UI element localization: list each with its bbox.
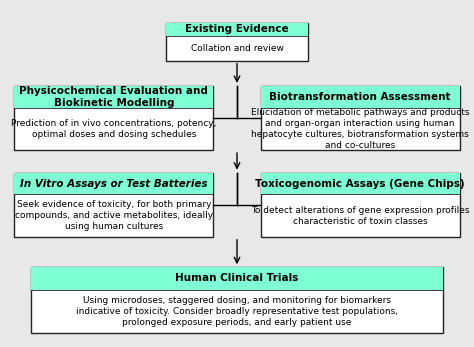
FancyBboxPatch shape xyxy=(166,23,308,35)
Text: Human Clinical Trials: Human Clinical Trials xyxy=(175,273,299,283)
Text: Biotransformation Assessment: Biotransformation Assessment xyxy=(270,92,451,102)
FancyBboxPatch shape xyxy=(261,86,460,108)
FancyBboxPatch shape xyxy=(14,173,213,237)
FancyBboxPatch shape xyxy=(261,173,460,194)
Text: In Vitro Assays or Test Batteries: In Vitro Assays or Test Batteries xyxy=(20,179,208,188)
FancyBboxPatch shape xyxy=(14,173,213,194)
Text: Collation and review: Collation and review xyxy=(191,44,283,53)
FancyBboxPatch shape xyxy=(14,86,213,150)
FancyBboxPatch shape xyxy=(261,86,460,150)
FancyBboxPatch shape xyxy=(31,267,443,290)
Text: Elucidation of metabolic pathways and products
and organ-organ interaction using: Elucidation of metabolic pathways and pr… xyxy=(251,108,469,150)
FancyBboxPatch shape xyxy=(261,173,460,237)
Text: Prediction of in vivo concentrations, potency,
optimal doses and dosing schedule: Prediction of in vivo concentrations, po… xyxy=(11,119,217,139)
Text: Toxicogenomic Assays (Gene Chips): Toxicogenomic Assays (Gene Chips) xyxy=(255,179,465,188)
FancyBboxPatch shape xyxy=(31,267,443,333)
Text: Physicochemical Evaluation and
Biokinetic Modelling: Physicochemical Evaluation and Biokineti… xyxy=(19,86,208,108)
Text: Seek evidence of toxicity, for both primary
compounds, and active metabolites, i: Seek evidence of toxicity, for both prim… xyxy=(15,200,213,231)
FancyBboxPatch shape xyxy=(14,86,213,108)
Text: Using microdoses, staggered dosing, and monitoring for biomarkers
indicative of : Using microdoses, staggered dosing, and … xyxy=(76,296,398,327)
Text: To detect alterations of gene expression profiles
characteristic of toxin classe: To detect alterations of gene expression… xyxy=(251,205,469,226)
FancyBboxPatch shape xyxy=(166,23,308,61)
Text: Existing Evidence: Existing Evidence xyxy=(185,24,289,34)
